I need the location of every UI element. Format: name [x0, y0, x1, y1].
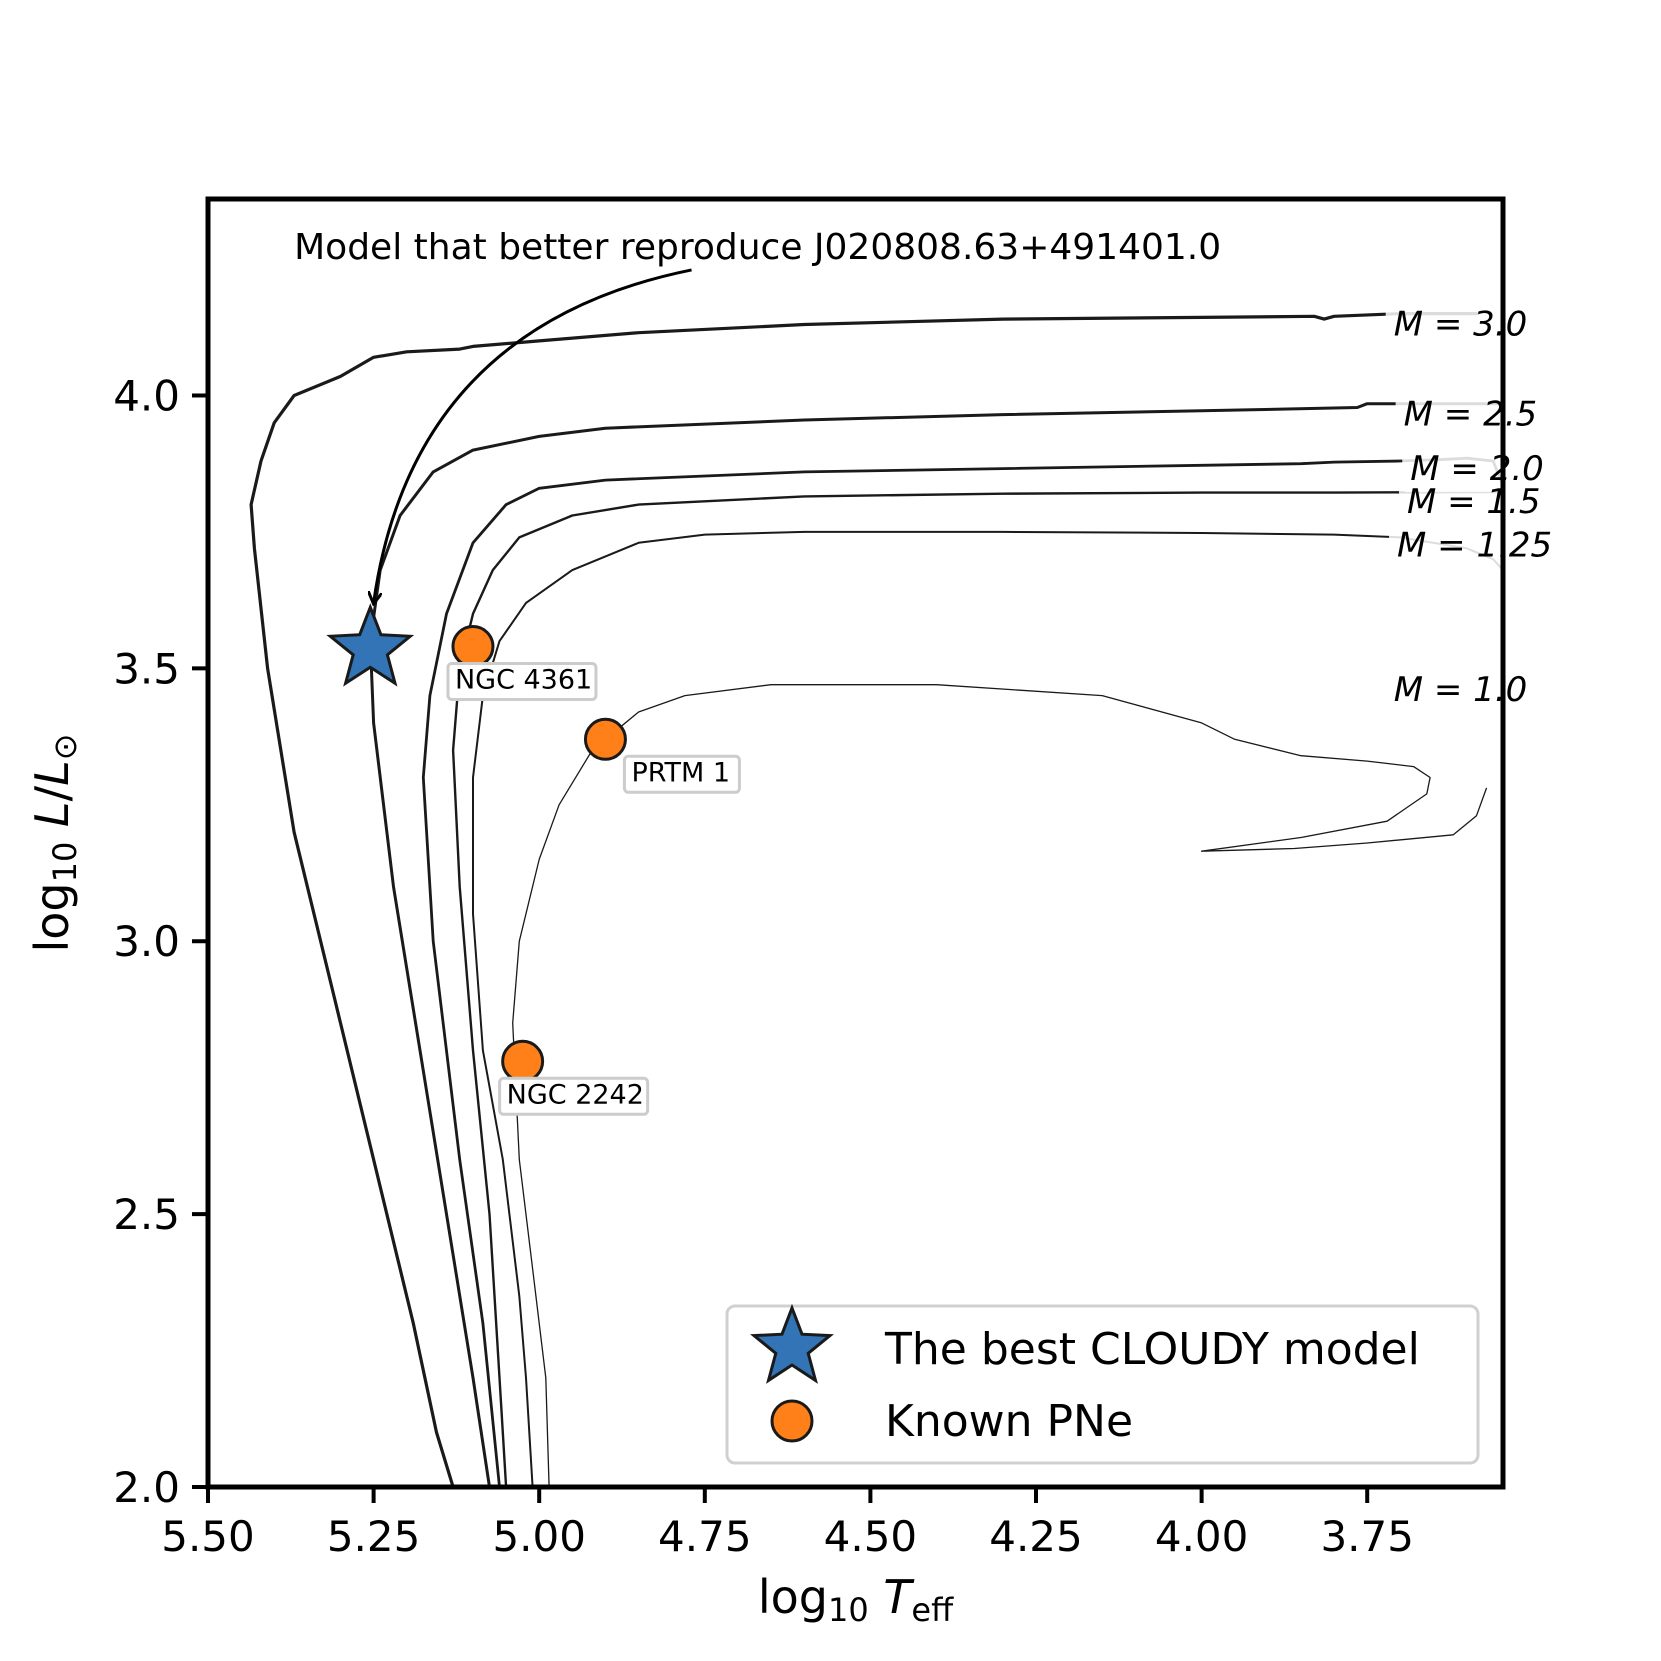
mass-label-box [1389, 526, 1556, 569]
mass-label-4: M = 1.25 [1397, 525, 1552, 565]
pn-label-box [446, 662, 598, 702]
legend-entry-known-pne: Known PNe [885, 1396, 1133, 1447]
pn-label-box [498, 1076, 650, 1116]
mass-label-box [1385, 671, 1533, 714]
x-axis-label: log10 Teff [758, 1570, 954, 1629]
track-line-4 [472, 530, 1503, 1487]
best-model-star-marker [326, 603, 415, 687]
track-line-5 [512, 684, 1488, 1487]
pn-label-0: NGC 4361 [455, 665, 592, 696]
x-tick-label: 4.50 [824, 1512, 918, 1561]
track-line-0 [249, 312, 1479, 1487]
mass-label-1: M = 2.5 [1404, 394, 1538, 434]
x-tick-label: 3.75 [1320, 1512, 1414, 1561]
pn-label-1: PRTM 1 [631, 757, 730, 788]
pn-marker-1 [583, 717, 627, 761]
legend-entry-best-model: The best CLOUDY model [884, 1324, 1420, 1375]
mass-label-box [1395, 395, 1543, 438]
pn-label-2: NGC 2242 [507, 1079, 644, 1110]
x-tick-label: 4.00 [1155, 1512, 1249, 1561]
x-tick-label: 4.25 [989, 1512, 1083, 1561]
y-tick-label: 4.0 [113, 371, 180, 420]
pn-label-box [622, 754, 741, 794]
x-tick-label: 5.50 [161, 1512, 255, 1561]
x-tick-label: 4.75 [658, 1512, 752, 1561]
legend-star-icon [750, 1303, 834, 1384]
mass-label-0: M = 3.0 [1394, 304, 1528, 344]
annotation-text: Model that better reproduce J020808.63+4… [294, 227, 1221, 268]
y-axis-label: log10 L/L⊙ [25, 733, 84, 952]
y-tick-label: 3.5 [113, 644, 180, 693]
legend-circle-icon [770, 1399, 814, 1443]
mass-label-2: M = 2.0 [1410, 449, 1544, 489]
track-line-1 [368, 402, 1503, 1487]
mass-label-box [1385, 305, 1533, 348]
mass-label-5: M = 1.0 [1394, 670, 1528, 710]
pn-marker-2 [501, 1039, 545, 1083]
mass-label-box [1398, 482, 1546, 525]
y-tick-label: 3.0 [113, 917, 180, 966]
x-tick-label: 5.25 [327, 1512, 421, 1561]
legend: The best CLOUDY model Known PNe [725, 1303, 1480, 1465]
mass-label-box [1402, 450, 1550, 493]
track-line-3 [451, 490, 1503, 1487]
pn-marker-0 [451, 625, 495, 669]
x-tick-label: 5.00 [492, 1512, 586, 1561]
y-tick-label: 2.5 [113, 1190, 180, 1239]
legend-box [725, 1304, 1480, 1465]
annotation-arrow [374, 268, 692, 603]
mass-label-3: M = 1.5 [1407, 482, 1541, 522]
y-tick-label: 2.0 [113, 1463, 180, 1512]
plot-frame [205, 196, 1506, 1490]
